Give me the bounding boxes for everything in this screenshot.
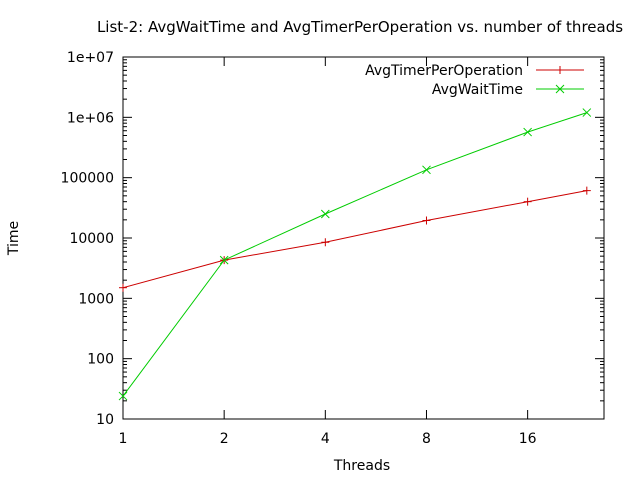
data-point <box>422 165 431 175</box>
x-axis-label: Threads <box>333 458 390 474</box>
y-axis-label-group: Time <box>6 221 22 256</box>
legend-marker <box>555 84 565 94</box>
legend-label: AvgTimerPerOperation <box>365 63 523 79</box>
data-point <box>582 108 592 117</box>
series-AvgTimerPerOperation <box>119 186 591 292</box>
data-point <box>219 255 229 265</box>
y-axis-label: Time <box>6 221 22 256</box>
series-line <box>122 112 587 397</box>
legend-marker <box>556 66 564 74</box>
y-tick-label: 10000 <box>69 231 114 247</box>
series-line <box>122 190 587 289</box>
data-point <box>523 197 532 206</box>
y-tick-label: 1000 <box>78 291 114 307</box>
plot-frame <box>122 56 605 420</box>
data-point <box>422 216 431 225</box>
y-tick-label: 100000 <box>61 171 114 187</box>
axis-ticks: 10 100 1000 10000 100000 1e+06 1e+07 1 2 4 8 16 <box>61 50 604 447</box>
data-point <box>118 391 128 401</box>
chart-title: List-2: AvgWaitTime and AvgTimerPerOpera… <box>97 18 623 36</box>
y-tick-label: 1e+06 <box>67 110 114 126</box>
legend: AvgTimerPerOperation AvgWaitTime <box>365 63 584 98</box>
x-tick-label: 2 <box>220 431 229 447</box>
legend-label: AvgWaitTime <box>432 82 523 98</box>
y-tick-label: 1e+07 <box>67 50 114 66</box>
data-point <box>523 127 532 137</box>
x-tick-label: 1 <box>119 431 128 447</box>
data-point <box>320 209 330 219</box>
data-point <box>321 238 330 247</box>
y-tick-label: 100 <box>87 352 114 368</box>
series-group <box>118 108 592 401</box>
data-point <box>582 186 591 195</box>
y-tick-label: 10 <box>96 412 114 428</box>
series-AvgWaitTime <box>118 108 592 401</box>
x-tick-label: 4 <box>321 431 330 447</box>
data-point <box>119 283 127 292</box>
x-tick-label: 8 <box>422 431 431 447</box>
x-tick-label: 16 <box>519 431 537 447</box>
